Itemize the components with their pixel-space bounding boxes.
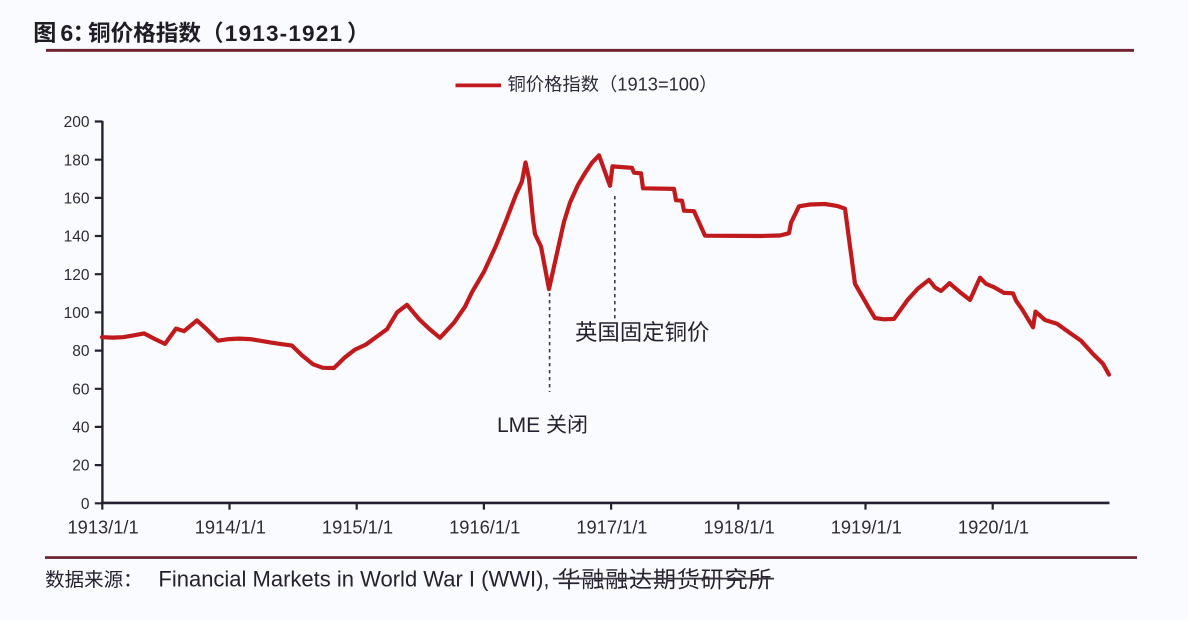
svg-text:6: 6 xyxy=(60,20,73,46)
svg-text:1915/1/1: 1915/1/1 xyxy=(322,517,393,538)
svg-text:1919/1/1: 1919/1/1 xyxy=(831,517,902,538)
svg-text:1913/1/1: 1913/1/1 xyxy=(68,517,139,538)
svg-text:1920/1/1: 1920/1/1 xyxy=(958,517,1029,538)
svg-text:200: 200 xyxy=(64,114,90,131)
svg-text:1913-1921: 1913-1921 xyxy=(225,21,343,46)
svg-text:1918/1/1: 1918/1/1 xyxy=(704,517,775,538)
svg-text:1914/1/1: 1914/1/1 xyxy=(195,517,266,538)
svg-text:60: 60 xyxy=(72,381,90,398)
svg-text:180: 180 xyxy=(64,152,90,169)
svg-text:120: 120 xyxy=(64,267,90,284)
svg-text:140: 140 xyxy=(64,229,90,246)
svg-text:LME: LME xyxy=(497,414,540,437)
svg-text:160: 160 xyxy=(64,191,90,208)
svg-text:Financial Markets in World War: Financial Markets in World War I (WWI), xyxy=(158,567,549,592)
svg-text:40: 40 xyxy=(72,420,90,437)
svg-text:100: 100 xyxy=(64,305,90,322)
svg-text:1917/1/1: 1917/1/1 xyxy=(576,517,647,538)
svg-text:80: 80 xyxy=(72,343,90,360)
svg-text:0: 0 xyxy=(81,496,90,513)
svg-text:20: 20 xyxy=(72,458,90,475)
svg-text:1913=100: 1913=100 xyxy=(617,74,699,95)
svg-text:1916/1/1: 1916/1/1 xyxy=(449,517,520,538)
